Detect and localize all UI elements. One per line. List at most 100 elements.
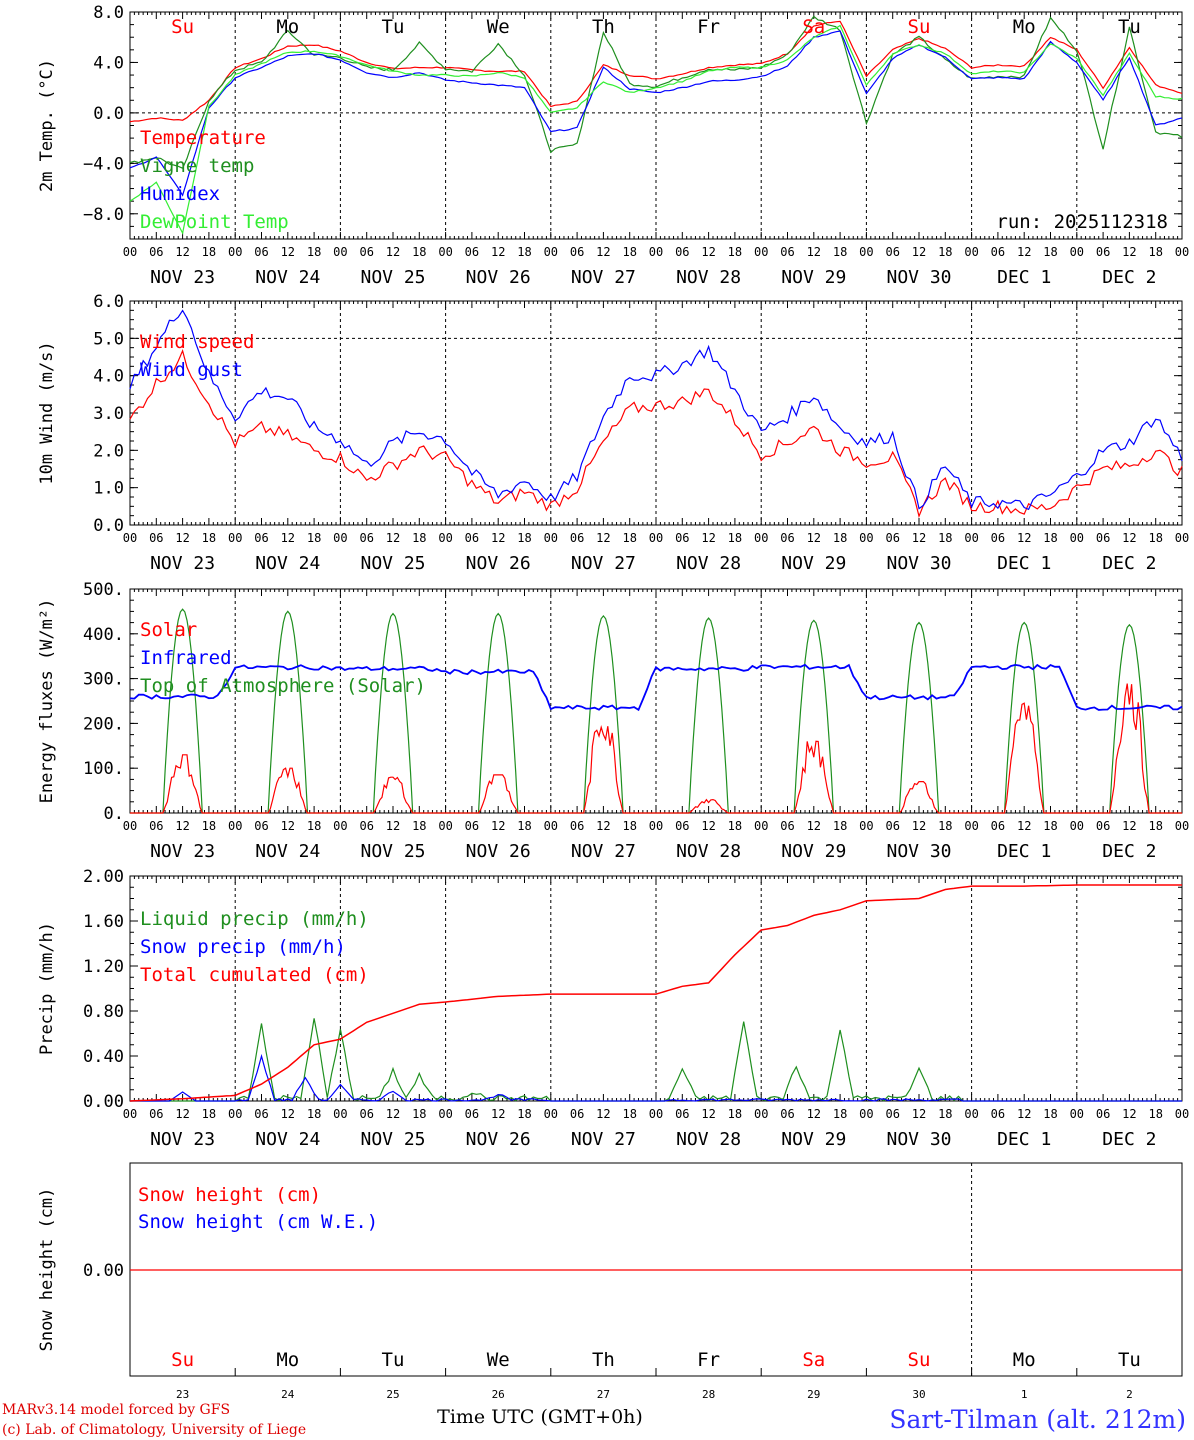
- y-tick-label: 1.60: [83, 912, 124, 932]
- x-date-label: NOV 24: [255, 1129, 320, 1150]
- x-date-label: DEC 1: [997, 1129, 1051, 1150]
- panel-1: 00 06 12 18 NOV 23 00 06 12 18 NOV 24 00 06 12 18 NOV …: [37, 3, 1189, 288]
- x-date-label: NOV 29: [781, 841, 846, 862]
- weekday-label: Sa: [802, 1349, 825, 1371]
- x-hour-label: 06: [149, 245, 163, 259]
- x-hour-label: 06: [465, 531, 479, 545]
- x-date-label: DEC 2: [1102, 1129, 1156, 1150]
- weekday-label: Fr: [697, 1349, 720, 1371]
- legend-wind-speed: Wind speed: [140, 331, 254, 353]
- x-hour-label: 00: [333, 1107, 347, 1121]
- x-date-label: DEC 1: [997, 553, 1051, 574]
- y-tick-label: 0.0: [93, 516, 124, 536]
- x-hour-label: 06: [885, 245, 899, 259]
- x-hour-label: 18: [938, 819, 952, 833]
- x-hour-label: 06: [254, 1107, 268, 1121]
- x-hour-label: 18: [202, 1107, 216, 1121]
- x-hour-label: 06: [885, 531, 899, 545]
- x-hour-label: 18: [412, 819, 426, 833]
- x-hour-label: 12: [386, 1107, 400, 1121]
- x-hour-label: 06: [254, 245, 268, 259]
- x-hour-label: 12: [807, 819, 821, 833]
- y-tick-label: 8.0: [93, 3, 124, 23]
- y-tick-label: 4.0: [93, 53, 124, 73]
- legend-total-cumulated-cm-: Total cumulated (cm): [140, 964, 369, 986]
- panel-frame: [129, 300, 1183, 526]
- x-date-label: NOV 30: [886, 841, 951, 862]
- y-axis-label: 10m Wind (m/s): [37, 341, 57, 484]
- x-hour-label: 12: [281, 819, 295, 833]
- x-hour-label-end: 00: [1175, 819, 1189, 833]
- x-hour-label: 06: [675, 531, 689, 545]
- x-date-label: DEC 1: [997, 267, 1051, 288]
- x-hour-label: 12: [1122, 1107, 1136, 1121]
- series-wind-gust-line: [129, 309, 1183, 511]
- x-hour-label: 18: [833, 245, 847, 259]
- x-hour-label: 12: [912, 819, 926, 833]
- x-date-label: DEC 2: [1102, 553, 1156, 574]
- x-date-label: NOV 24: [255, 841, 320, 862]
- y-tick-label: 0.0: [93, 104, 124, 124]
- x-hour-label: 12: [281, 531, 295, 545]
- legend-top-of-atmosphere-solar-: Top of Atmosphere (Solar): [140, 675, 426, 697]
- x-hour-label: 00: [1070, 245, 1084, 259]
- x-hour-label: 00: [438, 819, 452, 833]
- x-hour-label: 18: [938, 1107, 952, 1121]
- legend-liquid-precip-mm-h-: Liquid precip (mm/h): [140, 908, 369, 930]
- panel-2: 00 06 12 18 NOV 23 00 06 12 18 NOV 24 00 06 12 18 NOV …: [37, 292, 1189, 574]
- x-hour-label: 18: [728, 245, 742, 259]
- weekday-label: Mo: [1013, 16, 1036, 38]
- x-hour-label: 18: [307, 1107, 321, 1121]
- x-hour-label: 00: [544, 531, 558, 545]
- y-tick-label: 2.00: [83, 867, 124, 887]
- x-hour-label: 00: [438, 531, 452, 545]
- x-hour-label: 06: [570, 1107, 584, 1121]
- x-date-label: NOV 29: [781, 267, 846, 288]
- credit-line-1: MARv3.14 model forced by GFS: [2, 1402, 230, 1418]
- y-tick-label: 6.0: [93, 292, 124, 312]
- x-hour-label: 12: [912, 245, 926, 259]
- x-date-label: NOV 26: [466, 553, 531, 574]
- y-axis-label: Precip (mm/h): [37, 922, 57, 1055]
- x-hour-label: 00: [544, 819, 558, 833]
- x-hour-label: 00: [123, 531, 137, 545]
- x-hour-label: 00: [123, 1107, 137, 1121]
- y-tick-label: 0.00: [83, 1092, 124, 1112]
- x-hour-label: 18: [833, 819, 847, 833]
- legend-infrared: Infrared: [140, 647, 232, 669]
- x-hour-label: 06: [465, 819, 479, 833]
- weekday-label: We: [487, 1349, 510, 1371]
- day-number-label: 24: [281, 1388, 295, 1401]
- x-hour-label: 12: [1122, 531, 1136, 545]
- x-hour-label: 18: [1043, 1107, 1057, 1121]
- x-hour-label: 18: [833, 531, 847, 545]
- x-hour-label: 12: [596, 1107, 610, 1121]
- x-hour-label: 06: [359, 1107, 373, 1121]
- series-total-cumulated-line: [129, 884, 1182, 1102]
- x-hour-label: 00: [544, 245, 558, 259]
- x-axis-title: Time UTC (GMT+0h): [437, 1406, 643, 1428]
- x-hour-label: 00: [964, 531, 978, 545]
- series-infrared-line: [129, 663, 1183, 712]
- x-hour-label: 06: [1096, 1107, 1110, 1121]
- x-hour-label-end: 00: [1175, 245, 1189, 259]
- x-hour-label: 00: [228, 531, 242, 545]
- panel-5: Snow height (cm) 0.00 Snow height (cm) Snow…: [37, 1162, 1183, 1401]
- x-hour-label: 12: [701, 1107, 715, 1121]
- x-hour-label: 00: [1070, 531, 1084, 545]
- x-hour-label: 00: [964, 819, 978, 833]
- station-label: Sart-Tilman (alt. 212m): [889, 1405, 1186, 1434]
- footer: Time UTC (GMT+0h) MARv3.14 model forced b…: [2, 1402, 1186, 1438]
- x-hour-label: 06: [465, 1107, 479, 1121]
- x-date-label: NOV 28: [676, 841, 741, 862]
- x-hour-label: 12: [1122, 245, 1136, 259]
- x-hour-label: 12: [807, 245, 821, 259]
- series-humidex-line: [129, 30, 1183, 197]
- legend-vigne-temp: Vigne temp: [140, 155, 254, 177]
- x-date-label: NOV 25: [360, 1129, 425, 1150]
- x-hour-label: 12: [386, 531, 400, 545]
- y-tick-label: 0.40: [83, 1047, 124, 1067]
- x-hour-label: 18: [412, 245, 426, 259]
- x-hour-label: 00: [1070, 819, 1084, 833]
- x-hour-label: 18: [622, 531, 636, 545]
